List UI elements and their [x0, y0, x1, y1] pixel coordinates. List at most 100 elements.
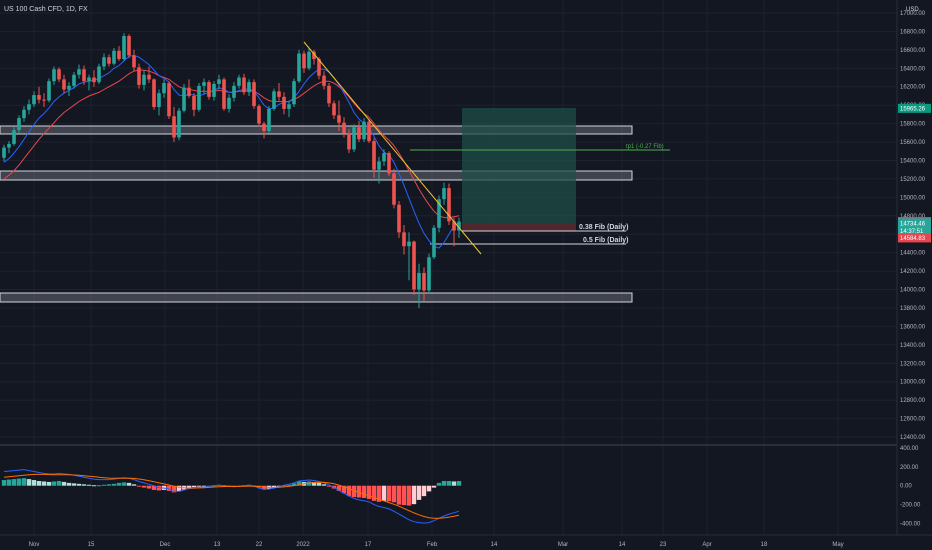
histogram-bar — [361, 485, 367, 499]
candle-body — [207, 82, 211, 97]
histogram-bar — [21, 478, 27, 486]
time-tick-label: 18 — [761, 542, 768, 548]
candle-body — [232, 85, 236, 98]
price-tick-label: 12600.00 — [900, 417, 926, 423]
target-zone[interactable] — [462, 108, 576, 223]
histogram-bar — [186, 485, 192, 488]
macd-indicator — [1, 469, 462, 524]
candle-body — [132, 55, 136, 68]
price-tick-label: 15000.00 — [900, 195, 926, 201]
candle-body — [167, 83, 171, 117]
candle-body — [202, 82, 206, 86]
price-tick-label: 17000.00 — [900, 11, 926, 17]
price-badge-label: 14734.46 — [900, 221, 926, 227]
histogram-bar — [381, 485, 387, 501]
candle-body — [52, 69, 56, 82]
candle-body — [367, 121, 371, 142]
candle-body — [252, 82, 256, 107]
candle-body — [262, 123, 266, 131]
candle-body — [37, 95, 41, 100]
candle-body — [357, 127, 361, 140]
candle-body — [12, 130, 16, 144]
histogram-bar — [336, 485, 342, 491]
histogram-bar — [296, 481, 302, 486]
candle-body — [422, 272, 426, 291]
histogram-bar — [191, 485, 197, 488]
histogram-bar — [116, 482, 122, 486]
candle-body — [27, 104, 31, 110]
candle-body — [137, 67, 141, 85]
histogram-bar — [81, 484, 87, 486]
time-axis[interactable]: Nov 15 Dec 13 22 2022 17 Feb 14 Mar 14 23 Apr 18 May — [29, 542, 844, 548]
zone-lower[interactable] — [0, 292, 633, 303]
time-tick-label: 17 — [365, 542, 372, 548]
candle-body — [97, 66, 101, 83]
candle-body — [247, 82, 251, 93]
fib-038-label: 0.38 Fib (Daily) — [579, 224, 628, 231]
time-tick-label: 14 — [619, 542, 626, 548]
histogram-bar — [41, 481, 47, 486]
candle-body — [282, 96, 286, 109]
candle-body — [17, 118, 21, 131]
time-tick-label: Feb — [427, 542, 438, 548]
price-tick-label: 15400.00 — [900, 158, 926, 164]
candle-body — [307, 51, 311, 69]
candle-body — [267, 108, 271, 131]
histogram-bar — [176, 485, 182, 492]
candle-body — [217, 79, 221, 84]
candle-body — [172, 116, 176, 138]
candle-body — [352, 127, 356, 150]
histogram-bar — [356, 485, 362, 498]
histogram-bar — [71, 483, 77, 486]
candle-body — [372, 141, 376, 170]
stop-zone[interactable] — [462, 223, 576, 231]
price-tick-label: 13400.00 — [900, 343, 926, 349]
histogram-bar — [166, 485, 172, 491]
histogram-bar — [281, 485, 287, 487]
histogram-bar — [426, 485, 432, 492]
price-tick-label: 14000.00 — [900, 288, 926, 294]
histogram-bar — [436, 482, 442, 486]
histogram-bar — [326, 485, 332, 487]
histogram-bar — [376, 485, 382, 502]
histogram-bar — [86, 484, 92, 486]
candle-body — [442, 188, 446, 200]
price-axis-bg — [897, 0, 932, 535]
histogram-bar — [151, 485, 157, 490]
candle-body — [452, 221, 456, 231]
candle-body — [417, 272, 421, 290]
price-badge-label: 14:37:51 — [900, 229, 924, 235]
histogram-bar — [56, 480, 62, 486]
candle-body — [222, 79, 226, 109]
candle-body — [392, 173, 396, 205]
tp1-label: tp1 (-0.27 Fib) — [626, 144, 664, 150]
price-tick-label: 15600.00 — [900, 140, 926, 146]
time-tick-label: Mar — [558, 542, 568, 548]
histogram-bar — [131, 484, 137, 486]
time-tick-label: 22 — [256, 542, 263, 548]
zone-upper[interactable] — [0, 125, 633, 135]
histogram-bar — [261, 485, 267, 490]
candle-body — [57, 69, 61, 80]
price-badge — [898, 226, 931, 236]
candle-body — [377, 161, 381, 170]
candle-body — [42, 99, 46, 101]
zone-middle[interactable] — [0, 170, 633, 181]
candle-body — [122, 36, 126, 60]
histogram-bar — [61, 481, 67, 486]
histogram-bar — [201, 485, 207, 487]
trendline[interactable] — [303, 41, 482, 255]
candle-body — [402, 232, 406, 247]
indicator-axis[interactable]: 400.00 200.00 0.00 -200.00 -400.00 — [900, 446, 921, 528]
histogram-bar — [311, 481, 317, 486]
candle-body — [327, 85, 331, 104]
time-tick-label: 14 — [491, 542, 498, 548]
time-tick-label: 15 — [88, 542, 95, 548]
candle-body — [142, 74, 146, 85]
candle-body — [182, 87, 186, 111]
candle-body — [257, 106, 261, 124]
histogram-bar — [141, 485, 147, 488]
candle-body — [362, 121, 366, 140]
candle-body — [427, 257, 431, 291]
